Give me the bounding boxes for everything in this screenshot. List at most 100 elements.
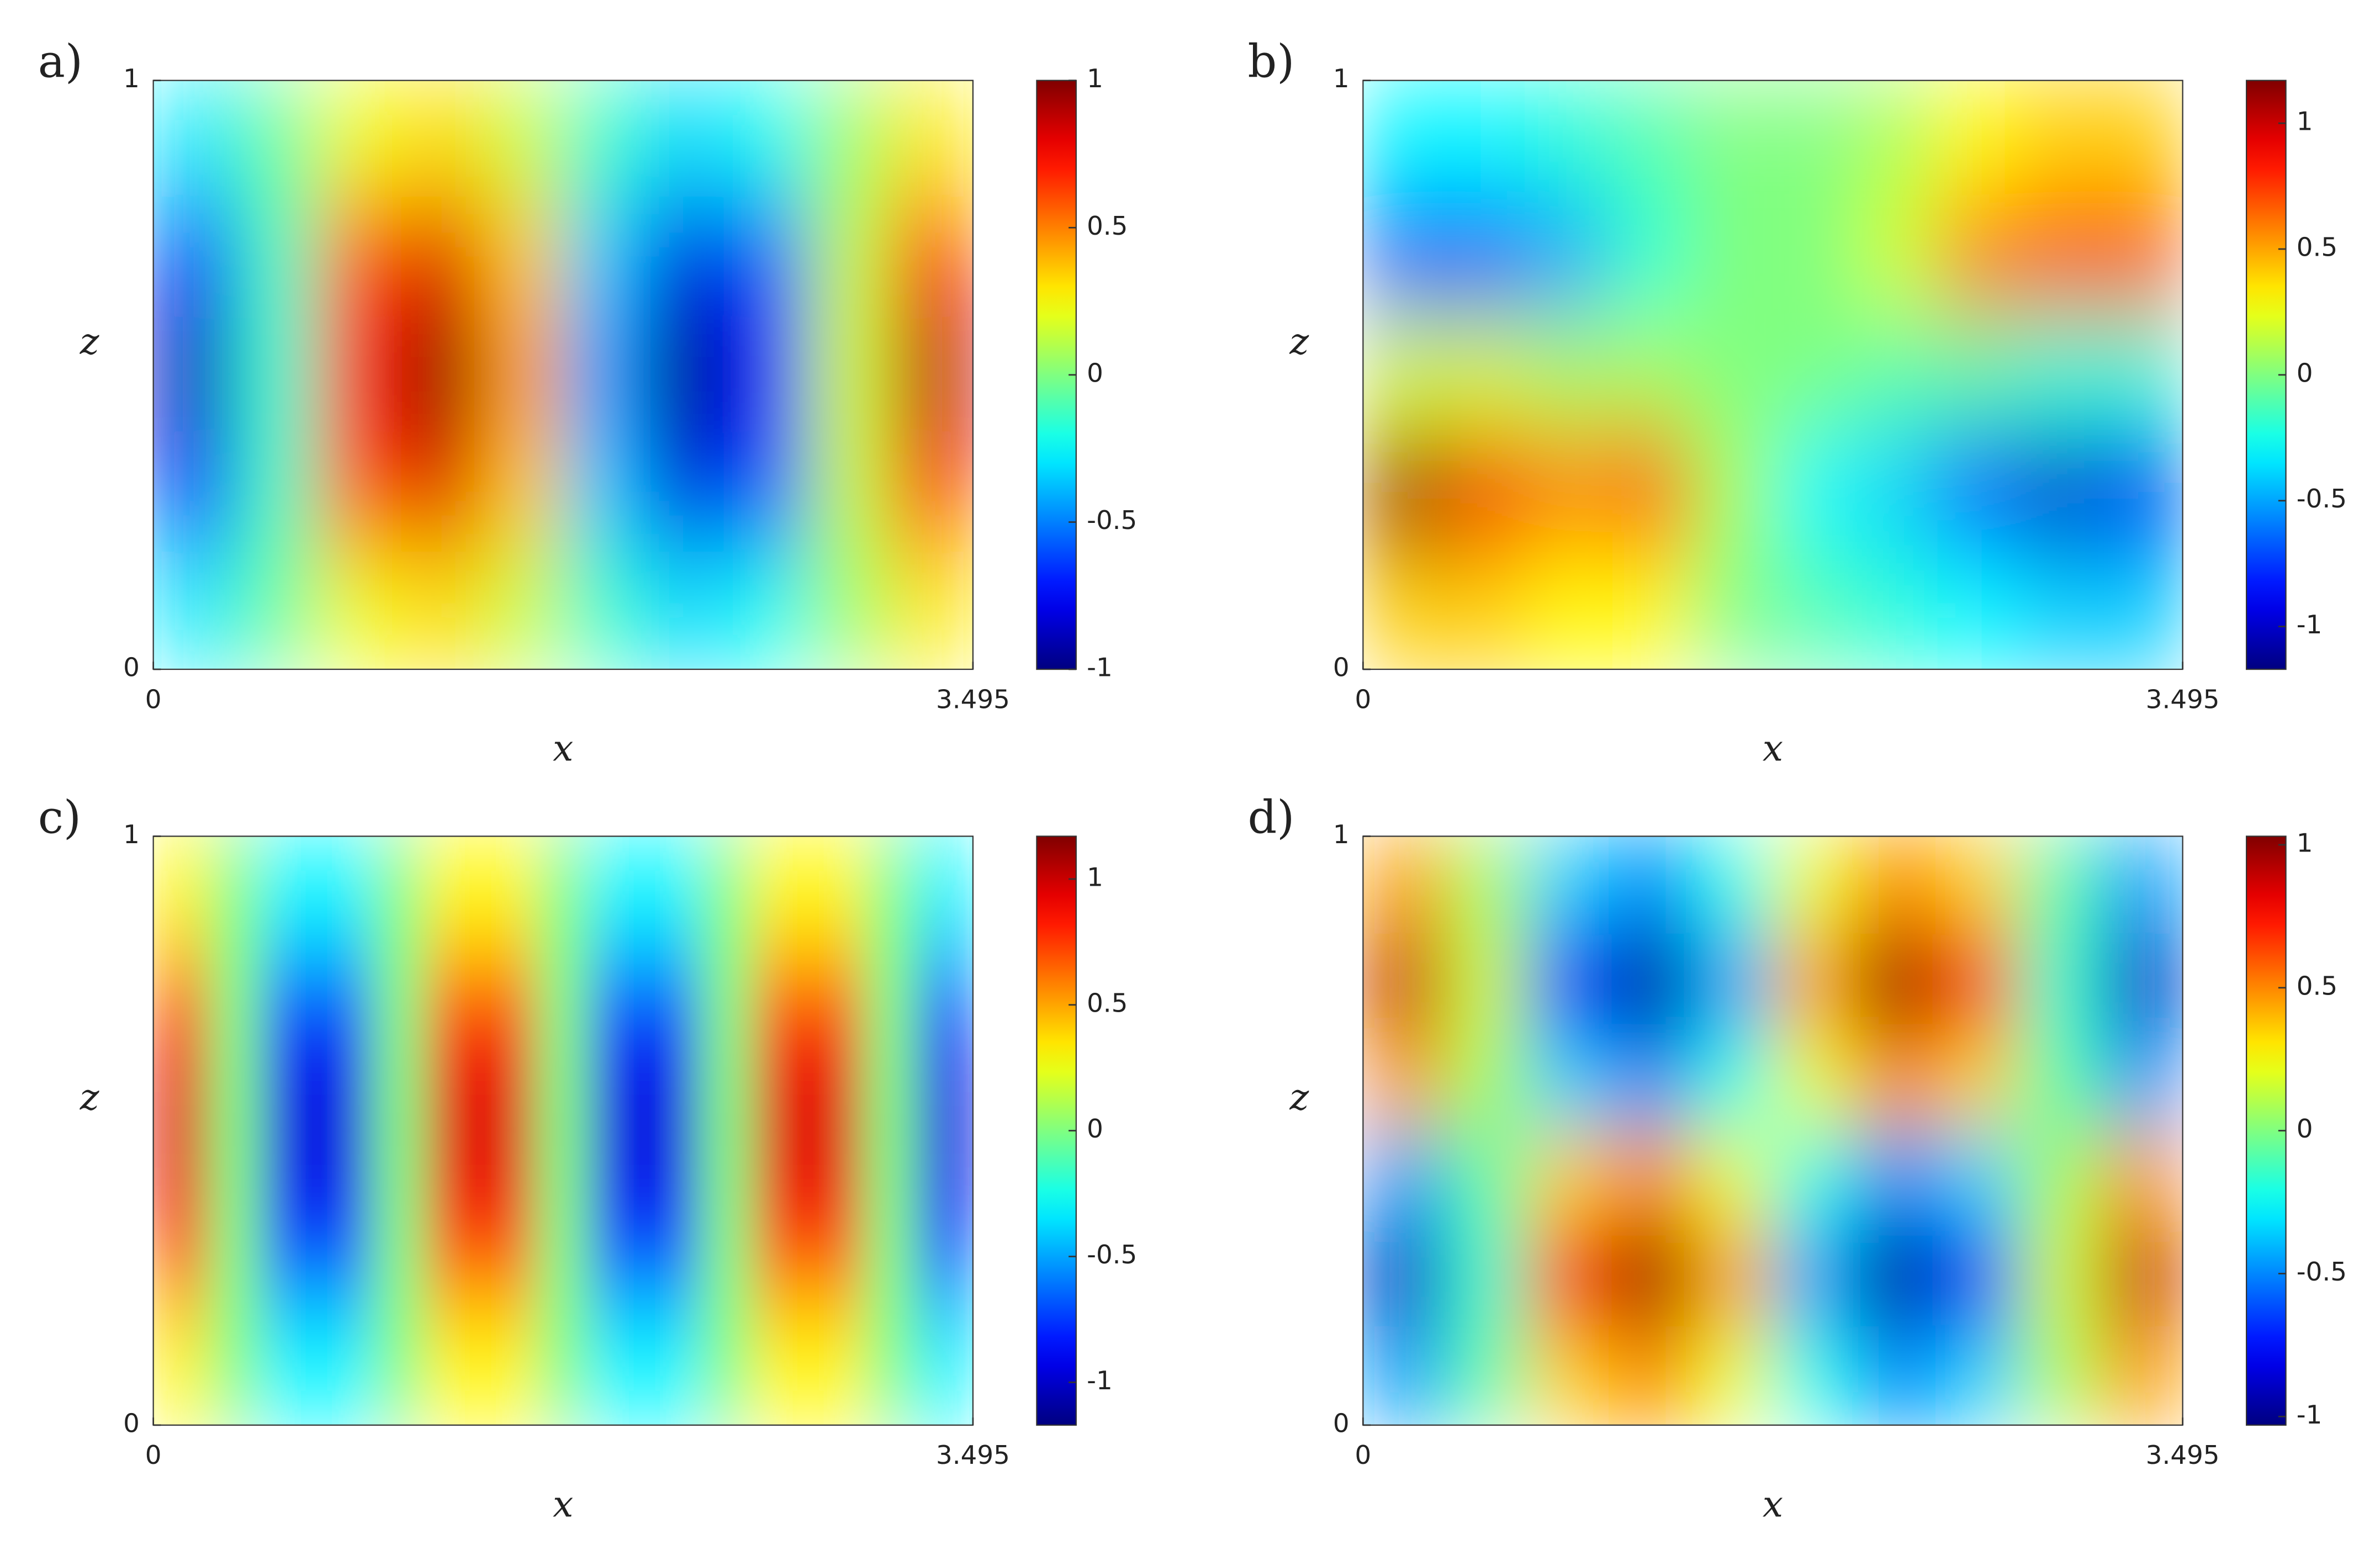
heatmap-cell [1935,1228,2020,1328]
panel: b) 0 3.495 0 1 x z -1 -0.5 0 0.5 1 [1247,35,2347,770]
heatmap-cell [1363,1130,1446,1230]
y-tick-label: 1 [123,820,140,850]
heatmap-cell [1526,433,1610,553]
heatmap-cell [234,80,318,199]
panel: d) 0 3.495 0 1 x z -1 -0.5 0 0.5 1 [1247,791,2347,1525]
heatmap-cell [1854,315,1938,435]
heatmap-cell [371,1188,427,1308]
heatmap-cell [2018,433,2102,553]
heatmap-cell [316,551,400,670]
colorbar-tick-label: 0 [2297,1114,2313,1144]
heatmap-cell [153,80,236,199]
heatmap-cell [644,80,728,199]
y-tick-label: 0 [123,1409,140,1438]
heatmap-cell [1772,1130,1856,1230]
heatmap-cell [1854,197,1938,317]
heatmap-cell [1363,1031,1446,1132]
heatmap-cell [426,1071,482,1191]
heatmap-cell [1608,1228,1692,1328]
heatmap-cell [207,1071,263,1191]
heatmap-cell [1444,1031,1528,1132]
heatmap-cell [808,1071,865,1191]
heatmap-cell [917,1188,973,1308]
heatmap-cell [234,197,318,317]
y-tick-label: 1 [123,64,140,94]
heatmap-cell [1690,551,1774,670]
heatmap-cell [562,197,646,317]
heatmap-cell [699,1188,755,1308]
plot-frame [152,835,974,1426]
heatmap-cell [1363,315,1446,435]
heatmap-cell [1772,1326,1856,1425]
colorbar-tick-label: 0.5 [1087,988,1128,1018]
heatmap-cell [1608,1130,1692,1230]
heatmap-cell [1363,1228,1446,1328]
heatmap-cell [2099,197,2183,317]
heatmap-cell [480,1071,537,1191]
heatmap-cell [207,1306,263,1425]
heatmap-cell [535,953,591,1073]
x-tick-label: 0 [145,685,162,715]
colorbar-tick-label: 1 [2297,828,2313,858]
heatmap-cell [1935,1130,2020,1230]
heatmap-cell [644,315,728,435]
colorbar-tick-label: 0.5 [1087,211,1128,241]
heatmap-cell [644,551,728,670]
heatmap-cell [2099,836,2183,935]
heatmap-cell [863,1306,919,1425]
heatmap-cell [426,836,482,955]
colorbar-tick-label: -1 [2297,610,2323,640]
x-tick-label: 3.495 [936,685,1010,715]
heatmap-cell [644,1188,701,1308]
heatmap-cell [1772,315,1856,435]
heatmap-cell [1526,1228,1610,1328]
x-axis-label: x [553,1483,573,1525]
heatmap-cell [1608,315,1692,435]
x-tick-label: 0 [1355,1441,1371,1470]
heatmap-cell [371,953,427,1073]
heatmap-cell [1444,1228,1528,1328]
x-axis-label: x [553,727,573,770]
heatmap-cell [589,1071,646,1191]
heatmap-cell [808,551,892,670]
heatmap-cell [2018,933,2102,1034]
heatmap-cell [1526,551,1610,670]
heatmap-cell [1690,1326,1774,1425]
heatmap-cell [808,1188,865,1308]
heatmap-field [153,836,973,1425]
heatmap-cell [371,1071,427,1191]
heatmap-cell [1363,836,1446,935]
panel-label: b) [1247,35,1294,88]
heatmap-cell [2018,197,2102,317]
heatmap-cell [699,836,755,955]
heatmap-cell [1772,433,1856,553]
heatmap-cell [1935,1326,2020,1425]
y-axis-label: z [80,320,100,363]
heatmap-cell [753,1071,810,1191]
heatmap-cell [1608,1326,1692,1425]
heatmap-cell [2099,433,2183,553]
heatmap-cell [1935,551,2020,670]
colorbar-tick-label: 0 [1087,1114,1103,1144]
x-tick-label: 3.495 [2146,1441,2220,1470]
heatmap-cell [644,953,701,1073]
heatmap-cell [1363,80,1446,199]
heatmap-cell [480,197,564,317]
heatmap-cells [153,836,973,1425]
colorbar-tick-label: 0 [2297,358,2313,388]
heatmap-cell [316,315,400,435]
heatmap-cell [1772,1031,1856,1132]
heatmap-cell [426,1188,482,1308]
heatmap-cell [1526,315,1610,435]
heatmap-field [1363,836,2183,1425]
heatmap-cell [644,1306,701,1425]
heatmap-cell [1772,551,1856,670]
heatmap-cell [1363,933,1446,1034]
heatmap-cell [153,1306,209,1425]
heatmap-cell [316,953,373,1073]
heatmap-cell [753,1306,810,1425]
heatmap-cell [1608,80,1692,199]
heatmap-cell [1690,1031,1774,1132]
heatmap-field [1363,80,2183,670]
heatmap-cell [1854,1326,1938,1425]
